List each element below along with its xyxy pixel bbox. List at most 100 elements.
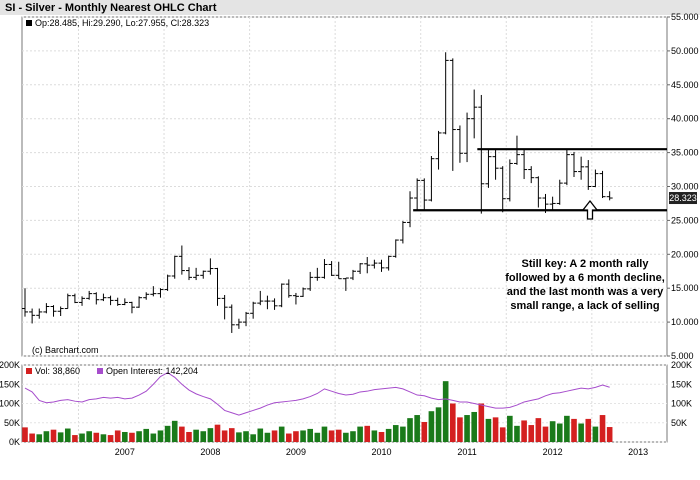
- ohlc-bar: [86, 290, 93, 300]
- ohlc-bar: [606, 191, 613, 201]
- x-tick-label: 2012: [543, 447, 563, 457]
- ohlc-bar: [100, 293, 107, 302]
- volume-bar: [328, 430, 335, 442]
- ohlc-bar: [171, 255, 178, 279]
- ohlc-bar: [285, 279, 292, 298]
- volume-bar: [499, 427, 506, 442]
- volume-bar: [564, 415, 570, 442]
- ohlc-bar: [392, 239, 399, 258]
- ohlc-bar: [442, 52, 449, 135]
- ohlc-bar: [136, 296, 143, 308]
- ohlc-bar: [29, 308, 36, 324]
- ohlc-bar: [50, 305, 57, 317]
- volume-bar: [428, 411, 435, 442]
- price-y-axis: 5.000 10.000 15.000 20.000 25.000 30.000 35.00…: [667, 12, 699, 361]
- ohlc-bar: [314, 267, 321, 281]
- volume-bar: [57, 432, 64, 442]
- volume-bar: [585, 418, 592, 442]
- volume-bar: [357, 426, 363, 442]
- volume-legend-marker: [26, 368, 32, 374]
- volume-bar: [485, 418, 492, 442]
- price-legend-marker: [26, 20, 32, 26]
- volume-bar: [578, 423, 584, 442]
- ohlc-bar: [399, 221, 406, 244]
- ohlc-bar: [178, 245, 185, 275]
- ohlc-bar: [456, 125, 463, 163]
- x-tick-label: 2008: [200, 447, 220, 457]
- ohlc-bar: [513, 135, 520, 165]
- ohlc-bar: [571, 151, 578, 178]
- ohlc-bar: [549, 196, 556, 211]
- price-tick-label: 10.000: [671, 317, 699, 327]
- chart-title: SI - Silver - Monthly Nearest OHLC Chart: [5, 2, 217, 14]
- price-tick-label: 55.000: [671, 12, 699, 22]
- last-price-badge: [669, 192, 697, 205]
- ohlc-bar: [378, 259, 385, 272]
- price-tick-label: 50.000: [671, 46, 699, 56]
- price-legend: Op:28.485, Hi:29.290, Lo:27.955, Cl:28.3…: [35, 18, 209, 28]
- volume-bar: [321, 426, 328, 442]
- volume-bar: [150, 433, 157, 442]
- volume-bar: [599, 415, 606, 442]
- ohlc-bar: [164, 274, 171, 291]
- ohlc-bar: [428, 155, 435, 202]
- volume-bar: [364, 425, 371, 442]
- volume-bar: [535, 418, 542, 442]
- volume-bar: [107, 435, 114, 442]
- ohlc-bar: [478, 94, 485, 214]
- x-tick-label: 2013: [628, 447, 648, 457]
- volume-bar: [378, 431, 385, 442]
- volume-legend: Vol: 38,860: [35, 366, 80, 376]
- ohlc-bar: [185, 267, 192, 281]
- price-tick-label: 5.000: [671, 351, 694, 361]
- x-tick-label: 2010: [371, 447, 391, 457]
- volume-bar: [457, 417, 463, 442]
- ohlc-bar: [599, 170, 606, 199]
- x-axis: 2007 2008 2009 2010 2011 2012 2013: [115, 447, 648, 457]
- volume-bar: [129, 432, 135, 442]
- volume-bar: [200, 431, 207, 442]
- ohlc-bar: [271, 298, 278, 310]
- volume-bar: [571, 418, 577, 442]
- ohlc-bar: [578, 156, 585, 180]
- open-interest-line: [24, 372, 610, 416]
- annotation-line-3: and the last month was a very: [507, 286, 664, 298]
- volume-bar: [93, 432, 100, 442]
- oi-tick-label: 50K: [671, 418, 687, 428]
- ohlc-bar: [71, 293, 78, 304]
- volume-bar: [86, 431, 92, 442]
- volume-bar: [79, 433, 85, 442]
- ohlc-bar: [57, 306, 64, 316]
- volume-bar: [228, 428, 235, 442]
- annotation-line-1: Still key: A 2 month rally: [522, 258, 650, 270]
- volume-bar: [43, 431, 50, 442]
- volume-bar: [471, 411, 477, 442]
- ohlc-bar: [528, 166, 535, 184]
- volume-bar: [286, 433, 292, 442]
- ohlc-bar: [235, 318, 242, 329]
- volume-bar: [442, 381, 449, 442]
- ohlc-bar: [485, 149, 492, 188]
- annotation: Still key: A 2 month rally followed by a…: [505, 258, 665, 312]
- price-tick-label: 20.000: [671, 249, 699, 259]
- ohlc-bar: [150, 286, 157, 297]
- volume-tick-label: 150K: [0, 379, 20, 389]
- volume-bar: [122, 431, 128, 442]
- ohlc-bar: [93, 292, 100, 305]
- volume-bar: [164, 425, 171, 442]
- volume-bar: [421, 421, 428, 442]
- open-interest-y-axis: 50K 100K 150K 200K: [671, 360, 692, 428]
- ohlc-bar: [335, 261, 342, 280]
- ohlc-bar: [414, 178, 421, 211]
- volume-bar: [450, 403, 456, 442]
- volume-bar: [36, 434, 43, 442]
- ohlc-bar: [357, 263, 364, 274]
- ohlc-bar: [243, 311, 250, 327]
- volume-tick-label: 200K: [0, 360, 20, 370]
- volume-bar: [143, 428, 150, 442]
- ohlc-bar: [114, 297, 121, 306]
- volume-bar: [271, 430, 278, 442]
- copyright: (c) Barchart.com: [32, 345, 99, 355]
- ohlc-bar: [342, 277, 349, 291]
